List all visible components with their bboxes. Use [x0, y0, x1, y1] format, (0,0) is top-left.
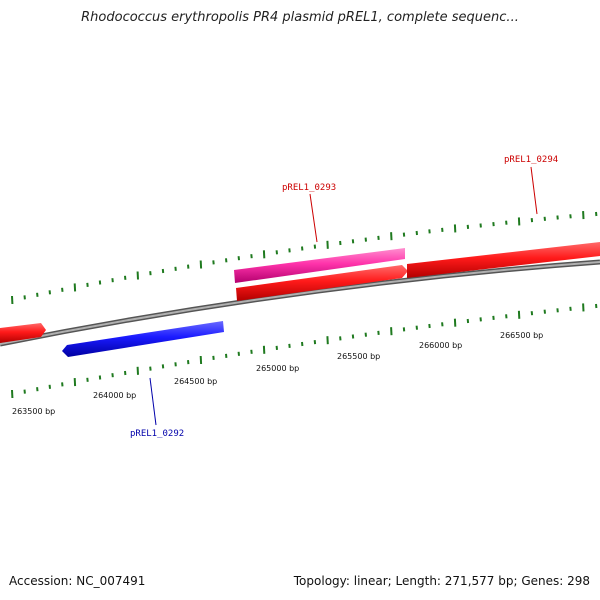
- gene-forward-middle[interactable]: [236, 265, 408, 301]
- leader-line-pREL1_0292: [149, 377, 157, 426]
- scale-label-266000: 266000 bp: [419, 341, 462, 350]
- scale-label-265500: 265500 bp: [337, 352, 380, 361]
- genome-summary: Topology: linear; Length: 271,577 bp; Ge…: [293, 574, 590, 588]
- gene-label-pREL1_0294[interactable]: pREL1_0294: [504, 155, 558, 165]
- gene-label-pREL1_0292[interactable]: pREL1_0292: [130, 429, 184, 439]
- gene-pREL1_0294[interactable]: [407, 242, 600, 278]
- gene-label-pREL1_0293[interactable]: pREL1_0293: [282, 183, 336, 193]
- inner-tick-ring: [11, 303, 598, 399]
- leader-line-pREL1_0293: [309, 193, 318, 243]
- leader-line-pREL1_0294: [530, 166, 538, 215]
- plasmid-backbone-highlight: [0, 261, 600, 345]
- gene-pREL1_0293[interactable]: [234, 248, 405, 283]
- scale-label-264000: 264000 bp: [93, 391, 136, 400]
- scale-label-264500: 264500 bp: [174, 377, 217, 386]
- scale-label-263500: 263500 bp: [12, 407, 55, 416]
- gene-pREL1_0292[interactable]: [62, 321, 224, 357]
- scale-label-265000: 265000 bp: [256, 364, 299, 373]
- accession-label: Accession: NC_007491: [9, 574, 146, 588]
- scale-label-266500: 266500 bp: [500, 331, 543, 340]
- map-title: Rhodococcus erythropolis PR4 plasmid pRE…: [81, 10, 519, 25]
- gene-left-partial[interactable]: [0, 323, 46, 343]
- outer-tick-ring: [11, 211, 598, 305]
